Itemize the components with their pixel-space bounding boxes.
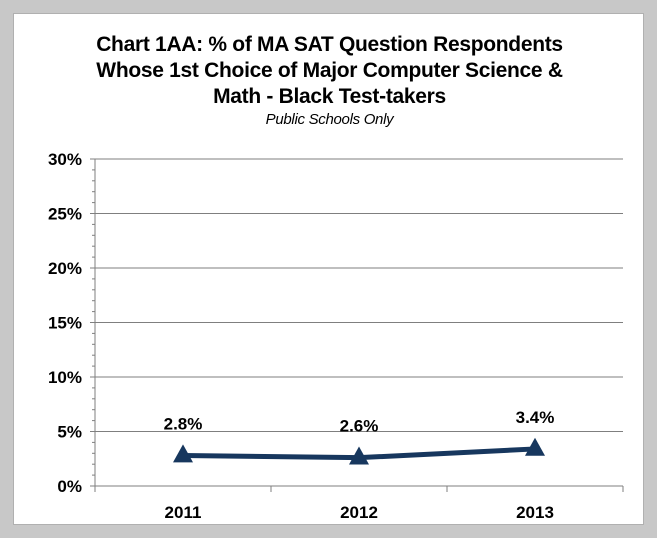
y-tick-label: 20% xyxy=(48,259,82,278)
x-tick-label: 2011 xyxy=(165,503,202,522)
data-point-marker xyxy=(173,444,193,463)
data-label: 2.8% xyxy=(164,414,203,433)
data-point-marker xyxy=(525,437,545,456)
y-tick-label: 25% xyxy=(48,205,82,224)
y-tick-label: 5% xyxy=(57,423,82,442)
data-point-marker xyxy=(349,446,369,465)
line-chart: 0% 5% 10% 15% 20% 25% 30% 2011 2012 2013 2.8% 2.6% 3… xyxy=(48,150,624,522)
chart-title: Chart 1AA: % of MA SAT Question Responde… xyxy=(14,32,645,129)
chart-title-line-1: Chart 1AA: % of MA SAT Question Responde… xyxy=(96,33,563,56)
chart-subtitle: Public Schools Only xyxy=(265,111,394,128)
data-label: 2.6% xyxy=(340,417,379,436)
data-label: 3.4% xyxy=(516,408,555,427)
y-tick-label: 0% xyxy=(57,477,82,496)
y-tick-label: 15% xyxy=(48,314,82,333)
x-tick-label: 2013 xyxy=(516,503,554,522)
chart-title-line-3: Math - Black Test-takers xyxy=(213,85,446,108)
x-tick-label: 2012 xyxy=(340,503,378,522)
chart-title-line-2: Whose 1st Choice of Major Computer Scien… xyxy=(96,59,563,82)
y-tick-label: 10% xyxy=(48,368,82,387)
y-tick-label: 30% xyxy=(48,150,82,169)
chart-area: Chart 1AA: % of MA SAT Question Responde… xyxy=(13,13,644,525)
